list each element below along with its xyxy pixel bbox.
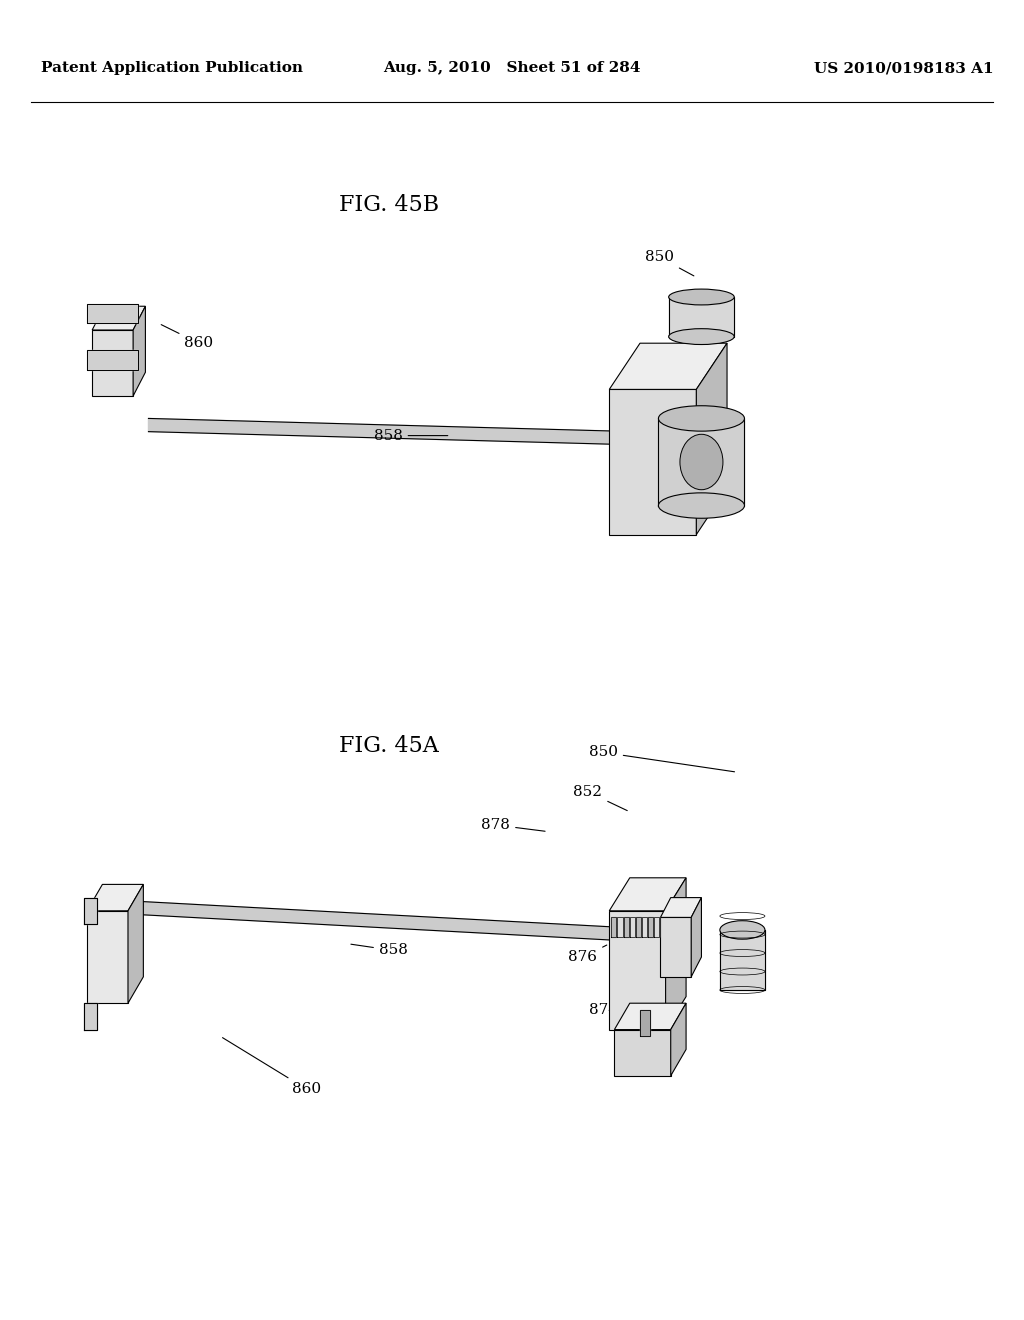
Polygon shape [87, 884, 143, 911]
Polygon shape [614, 1030, 671, 1076]
Polygon shape [671, 1003, 686, 1076]
Ellipse shape [720, 921, 765, 940]
Polygon shape [148, 418, 635, 445]
Polygon shape [118, 900, 681, 944]
Polygon shape [92, 306, 145, 330]
Text: 860: 860 [222, 1038, 321, 1096]
Polygon shape [624, 917, 629, 937]
Text: FIG. 45B: FIG. 45B [339, 194, 439, 215]
Polygon shape [660, 917, 691, 977]
Polygon shape [611, 917, 616, 937]
Text: 878: 878 [481, 818, 545, 832]
Polygon shape [648, 917, 653, 937]
Text: US 2010/0198183 A1: US 2010/0198183 A1 [814, 61, 993, 75]
Text: 858: 858 [351, 944, 408, 957]
Polygon shape [609, 389, 696, 535]
Polygon shape [658, 418, 744, 506]
Text: 850: 850 [589, 746, 734, 772]
Polygon shape [669, 297, 734, 337]
Text: 850: 850 [645, 251, 694, 276]
Text: 852: 852 [645, 503, 684, 535]
Ellipse shape [658, 492, 744, 519]
Polygon shape [87, 350, 138, 370]
Polygon shape [609, 911, 666, 1030]
Polygon shape [609, 343, 727, 389]
Polygon shape [609, 878, 686, 911]
Text: 860: 860 [161, 325, 213, 350]
Text: Patent Application Publication: Patent Application Publication [41, 61, 303, 75]
Polygon shape [666, 878, 686, 1030]
Polygon shape [84, 898, 97, 924]
Ellipse shape [669, 289, 734, 305]
Polygon shape [630, 917, 635, 937]
Polygon shape [614, 1003, 686, 1030]
Polygon shape [640, 1010, 650, 1036]
Polygon shape [691, 898, 701, 977]
Circle shape [680, 434, 723, 490]
Polygon shape [87, 911, 128, 1003]
Polygon shape [133, 306, 145, 396]
Text: FIG. 45A: FIG. 45A [339, 735, 439, 756]
Ellipse shape [669, 329, 734, 345]
Polygon shape [128, 884, 143, 1003]
Text: 852: 852 [573, 785, 628, 810]
Polygon shape [636, 917, 641, 937]
Polygon shape [654, 917, 659, 937]
Polygon shape [720, 929, 765, 990]
Polygon shape [92, 330, 133, 396]
Polygon shape [617, 917, 623, 937]
Polygon shape [696, 343, 727, 535]
Text: 874: 874 [589, 979, 624, 1016]
Polygon shape [642, 917, 647, 937]
Polygon shape [87, 304, 138, 323]
Text: Aug. 5, 2010   Sheet 51 of 284: Aug. 5, 2010 Sheet 51 of 284 [383, 61, 641, 75]
Ellipse shape [658, 405, 744, 432]
Text: 876: 876 [568, 945, 607, 964]
Polygon shape [84, 1003, 97, 1030]
Polygon shape [660, 898, 701, 917]
Text: 858: 858 [374, 429, 447, 442]
